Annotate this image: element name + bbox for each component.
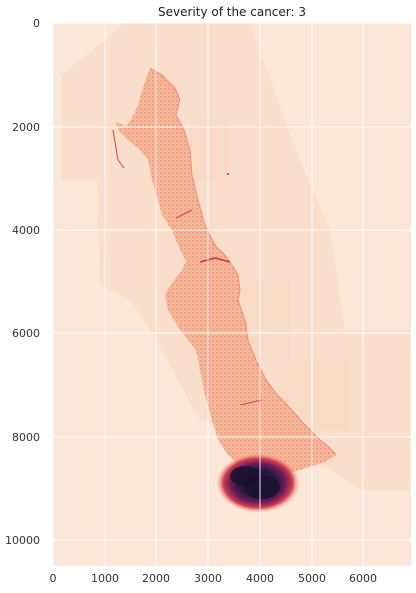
y-tick-label: 0: [33, 17, 40, 30]
x-tick-label: 6000: [349, 572, 377, 585]
chart-title: Severity of the cancer: 3: [158, 5, 306, 19]
gridlines: [53, 23, 411, 566]
x-tick-label: 4000: [246, 572, 274, 585]
y-tick-label: 8000: [12, 431, 40, 444]
x-tick-label: 3000: [194, 572, 222, 585]
x-tick-label: 5000: [298, 572, 326, 585]
tissue-section: [116, 68, 336, 478]
y-tick-label: 6000: [12, 327, 40, 340]
y-tick-label: 10000: [5, 534, 40, 547]
y-tick-label: 2000: [12, 121, 40, 134]
x-tick-label: 1000: [91, 572, 119, 585]
y-tick-label: 4000: [12, 224, 40, 237]
x-tick-label: 2000: [142, 572, 170, 585]
x-tick-label: 0: [50, 572, 57, 585]
